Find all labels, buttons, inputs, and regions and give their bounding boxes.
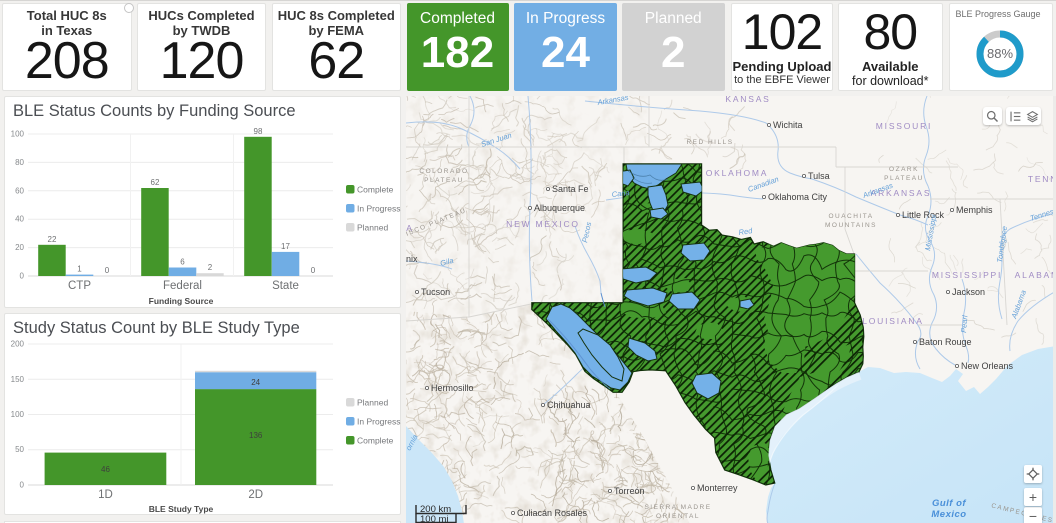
svg-text:BLE Study Type: BLE Study Type <box>148 504 213 514</box>
svg-text:22: 22 <box>47 234 56 243</box>
svg-text:RED HILLS: RED HILLS <box>686 139 733 146</box>
svg-text:Gila: Gila <box>439 256 454 268</box>
svg-text:Tucson: Tucson <box>421 287 450 297</box>
svg-text:50: 50 <box>15 445 24 454</box>
svg-text:80: 80 <box>15 157 24 166</box>
svg-text:1D: 1D <box>98 489 113 501</box>
svg-text:1: 1 <box>77 264 82 273</box>
svg-text:NEW MEXICO: NEW MEXICO <box>506 219 580 229</box>
svg-text:Federal: Federal <box>163 280 202 292</box>
svg-text:State: State <box>272 280 299 292</box>
svg-text:nix: nix <box>406 254 418 264</box>
svg-text:0: 0 <box>104 266 109 275</box>
svg-text:200: 200 <box>10 340 24 349</box>
svg-text:Oklahoma City: Oklahoma City <box>768 192 828 202</box>
svg-text:Memphis: Memphis <box>956 205 993 215</box>
svg-text:OKLAHOMA: OKLAHOMA <box>706 168 769 178</box>
svg-text:CTP: CTP <box>68 280 91 292</box>
svg-text:NA: NA <box>406 223 414 233</box>
svg-text:Wichita: Wichita <box>773 120 803 130</box>
svg-text:Albuquerque: Albuquerque <box>534 203 585 213</box>
svg-text:0: 0 <box>19 481 24 490</box>
svg-text:ARKANSAS: ARKANSAS <box>871 188 932 198</box>
svg-text:Cana: Cana <box>611 188 630 199</box>
svg-text:2D: 2D <box>248 489 263 501</box>
svg-text:BLE Status Counts by Funding S: BLE Status Counts by Funding Source <box>13 102 296 120</box>
svg-text:KANSAS: KANSAS <box>725 96 770 104</box>
svg-text:2: 2 <box>207 263 212 272</box>
svg-text:MISSOURI: MISSOURI <box>876 121 932 131</box>
svg-text:Chihuahua: Chihuahua <box>547 400 591 410</box>
svg-text:TENN: TENN <box>1028 174 1056 184</box>
svg-text:MISSISSIPPI: MISSISSIPPI <box>932 270 1002 280</box>
svg-text:Complete: Complete <box>357 436 394 446</box>
svg-text:Little Rock: Little Rock <box>902 210 945 220</box>
svg-text:PLATEAU: PLATEAU <box>424 177 464 184</box>
svg-text:200 km: 200 km <box>420 504 451 515</box>
svg-text:SIERRA MADRE: SIERRA MADRE <box>644 504 711 511</box>
svg-text:20: 20 <box>15 243 24 252</box>
svg-text:24: 24 <box>251 378 260 387</box>
svg-text:Torreón: Torreón <box>614 486 645 496</box>
svg-text:0: 0 <box>310 266 315 275</box>
svg-text:ALABAMA: ALABAMA <box>1015 270 1056 280</box>
svg-text:136: 136 <box>249 431 263 440</box>
svg-text:Baton Rouge: Baton Rouge <box>919 337 972 347</box>
svg-text:Complete: Complete <box>357 184 394 194</box>
svg-text:60: 60 <box>15 186 24 195</box>
svg-text:40: 40 <box>15 214 24 223</box>
svg-text:100: 100 <box>10 129 24 138</box>
svg-text:ORIENTAL: ORIENTAL <box>656 513 700 520</box>
svg-text:Monterrey: Monterrey <box>697 483 738 493</box>
svg-text:Red: Red <box>738 226 754 237</box>
svg-text:100: 100 <box>10 410 24 419</box>
svg-text:0: 0 <box>19 271 24 280</box>
svg-text:Gulf of: Gulf of <box>932 498 966 509</box>
svg-text:PLATEAU: PLATEAU <box>884 175 924 182</box>
svg-text:Tulsa: Tulsa <box>808 171 830 181</box>
svg-text:Planned: Planned <box>357 222 388 232</box>
svg-text:Hermosillo: Hermosillo <box>431 383 474 393</box>
svg-text:17: 17 <box>281 241 290 250</box>
svg-text:62: 62 <box>150 178 159 187</box>
svg-text:Planned: Planned <box>357 398 388 408</box>
svg-text:98: 98 <box>253 126 262 135</box>
svg-text:Study Status Count by BLE Stud: Study Status Count by BLE Study Type <box>13 319 300 337</box>
svg-text:6: 6 <box>180 257 185 266</box>
svg-text:LOUISIANA: LOUISIANA <box>862 316 924 326</box>
svg-text:Arkansas: Arkansas <box>596 96 630 107</box>
svg-text:In Progress: In Progress <box>357 417 400 427</box>
svg-text:In Progress: In Progress <box>357 203 400 213</box>
svg-text:Jackson: Jackson <box>952 287 985 297</box>
svg-text:New Orleans: New Orleans <box>961 361 1014 371</box>
svg-text:Culiacán Rosales: Culiacán Rosales <box>517 508 588 518</box>
svg-text:COLORADO: COLORADO <box>419 168 468 175</box>
svg-text:MOUNTAINS: MOUNTAINS <box>825 222 877 229</box>
svg-text:Mexico: Mexico <box>931 509 966 520</box>
svg-text:Santa Fe: Santa Fe <box>552 184 589 194</box>
svg-text:Pecos: Pecos <box>580 221 593 244</box>
svg-text:88%: 88% <box>986 46 1012 61</box>
svg-text:OUACHITA: OUACHITA <box>828 213 873 220</box>
svg-text:150: 150 <box>10 375 24 384</box>
svg-text:100 mi: 100 mi <box>420 514 449 523</box>
svg-text:OZARK: OZARK <box>889 166 919 173</box>
svg-text:Funding Source: Funding Source <box>148 296 213 306</box>
svg-text:46: 46 <box>101 465 110 474</box>
svg-text:Pearl: Pearl <box>959 315 970 334</box>
